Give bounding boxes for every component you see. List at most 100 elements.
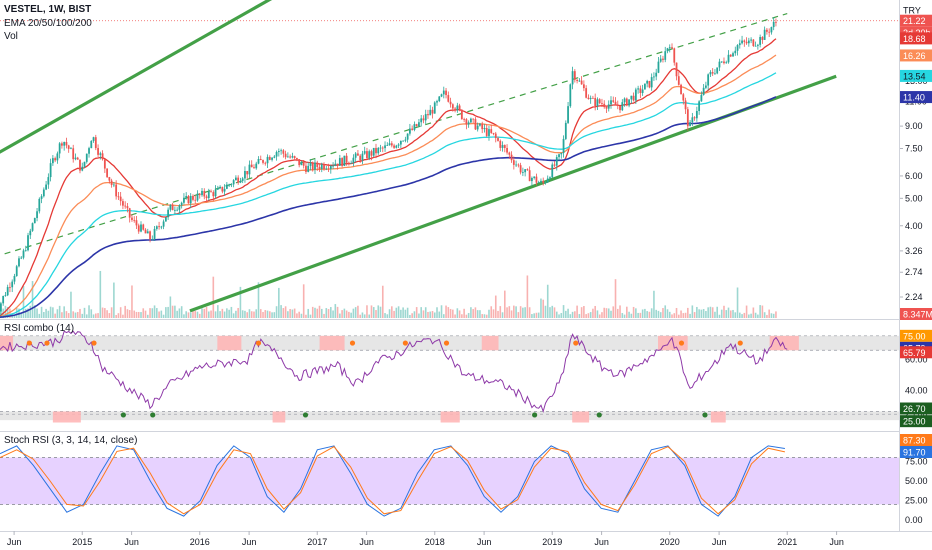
volume-bar	[693, 312, 696, 318]
volume-bar	[305, 314, 307, 318]
candle-body	[137, 225, 140, 232]
volume-bar	[194, 310, 197, 318]
candle-body	[677, 76, 680, 85]
candle-body	[404, 139, 407, 141]
candle-body	[673, 48, 676, 63]
volume-bar	[605, 308, 608, 318]
volume-bar	[92, 314, 95, 318]
candle-body	[429, 109, 432, 116]
candle-body	[20, 257, 23, 259]
volume-bar	[677, 314, 680, 318]
price-pane[interactable]: 2.242.743.264.005.006.007.509.0011.0013.…	[0, 0, 928, 320]
channel-upper-line	[0, 0, 273, 154]
candle-body	[341, 158, 344, 166]
candle-body	[567, 106, 569, 123]
candle-body	[212, 192, 215, 197]
candle-body	[85, 153, 88, 162]
candle-body	[27, 235, 29, 251]
rsi-25-badge-bg	[900, 415, 932, 428]
volume-bar	[300, 313, 303, 318]
candle-body	[329, 166, 332, 169]
candle-body	[273, 156, 276, 158]
volume-bar	[537, 312, 540, 318]
time-tick-label: 2020	[660, 537, 680, 547]
volume-bar	[117, 313, 120, 318]
volume-bar	[377, 305, 380, 318]
stoch-k-badge: 91.70	[903, 448, 926, 458]
volume-bar	[716, 306, 719, 318]
volume-bar	[81, 313, 84, 318]
volume-bar	[616, 308, 619, 318]
rsi-zone-patch	[481, 335, 499, 351]
volume-bar	[732, 309, 734, 318]
candle-body	[395, 145, 398, 148]
candle-body	[714, 73, 716, 75]
candle-body	[216, 188, 219, 190]
price-tick-label: 9.00	[905, 121, 923, 131]
candle-body	[560, 153, 563, 155]
volume-bar	[483, 314, 486, 318]
candle-body	[318, 166, 321, 169]
candle-body	[440, 94, 443, 97]
candle-body	[675, 62, 678, 77]
candle-body	[338, 158, 341, 166]
trend-channel	[0, 0, 837, 313]
candle-body	[375, 147, 377, 154]
rsi-upper-band	[0, 335, 899, 351]
volume-bar	[750, 313, 752, 318]
volume-bar	[528, 307, 531, 318]
volume-bar	[97, 313, 99, 318]
volume-bar	[580, 307, 583, 318]
volume-bar	[664, 305, 667, 318]
volume-bar	[264, 310, 267, 318]
stoch-legend[interactable]: Stoch RSI (3, 3, 14, 14, close)	[4, 435, 138, 446]
volume-bar	[725, 310, 728, 318]
candle-body	[298, 159, 301, 166]
candle-body	[250, 164, 253, 168]
rsi-zone-patch	[217, 335, 242, 351]
candle-body	[610, 100, 612, 105]
volume-bar	[526, 275, 529, 318]
symbol-title[interactable]: VESTEL, 1W, BIST	[4, 4, 92, 15]
candle-body	[587, 97, 590, 100]
volume-bar	[422, 310, 425, 318]
candle-body	[131, 217, 133, 220]
candle-body	[94, 137, 97, 149]
candle-body	[262, 160, 264, 163]
volume-legend[interactable]: Vol	[4, 31, 18, 42]
time-tick-label: Jun	[594, 537, 609, 547]
volume-bar	[253, 311, 255, 318]
rsi-legend[interactable]: RSI combo (14)	[4, 323, 75, 334]
candle-body	[4, 295, 7, 297]
volume-bar	[637, 312, 639, 318]
candle-body	[585, 88, 588, 98]
candle-body	[58, 143, 61, 154]
candle-body	[709, 72, 712, 75]
volume-bar	[499, 306, 502, 318]
candle-body	[445, 90, 447, 96]
volume-bar	[614, 279, 617, 318]
volume-bar	[65, 311, 68, 318]
candle-body	[40, 196, 43, 199]
candle-body	[361, 153, 364, 161]
candle-body	[352, 157, 355, 163]
candle-body	[490, 129, 493, 133]
candle-body	[390, 143, 393, 146]
ema-legend[interactable]: EMA 20/50/100/200	[4, 18, 92, 29]
candle-body	[54, 158, 57, 161]
candle-body	[582, 84, 585, 89]
candle-body	[555, 157, 558, 166]
rsi-signal-dot	[573, 340, 579, 346]
candle-body	[454, 108, 456, 111]
volume-bar	[707, 307, 709, 318]
volume-bar	[757, 314, 759, 318]
candle-body	[497, 138, 499, 141]
volume-bar	[607, 308, 610, 318]
candle-body	[447, 95, 450, 102]
ema-100-line	[0, 72, 777, 318]
rsi-75-badge: 75.00	[903, 331, 926, 341]
stoch-band	[0, 457, 899, 505]
candle-body	[194, 199, 197, 201]
